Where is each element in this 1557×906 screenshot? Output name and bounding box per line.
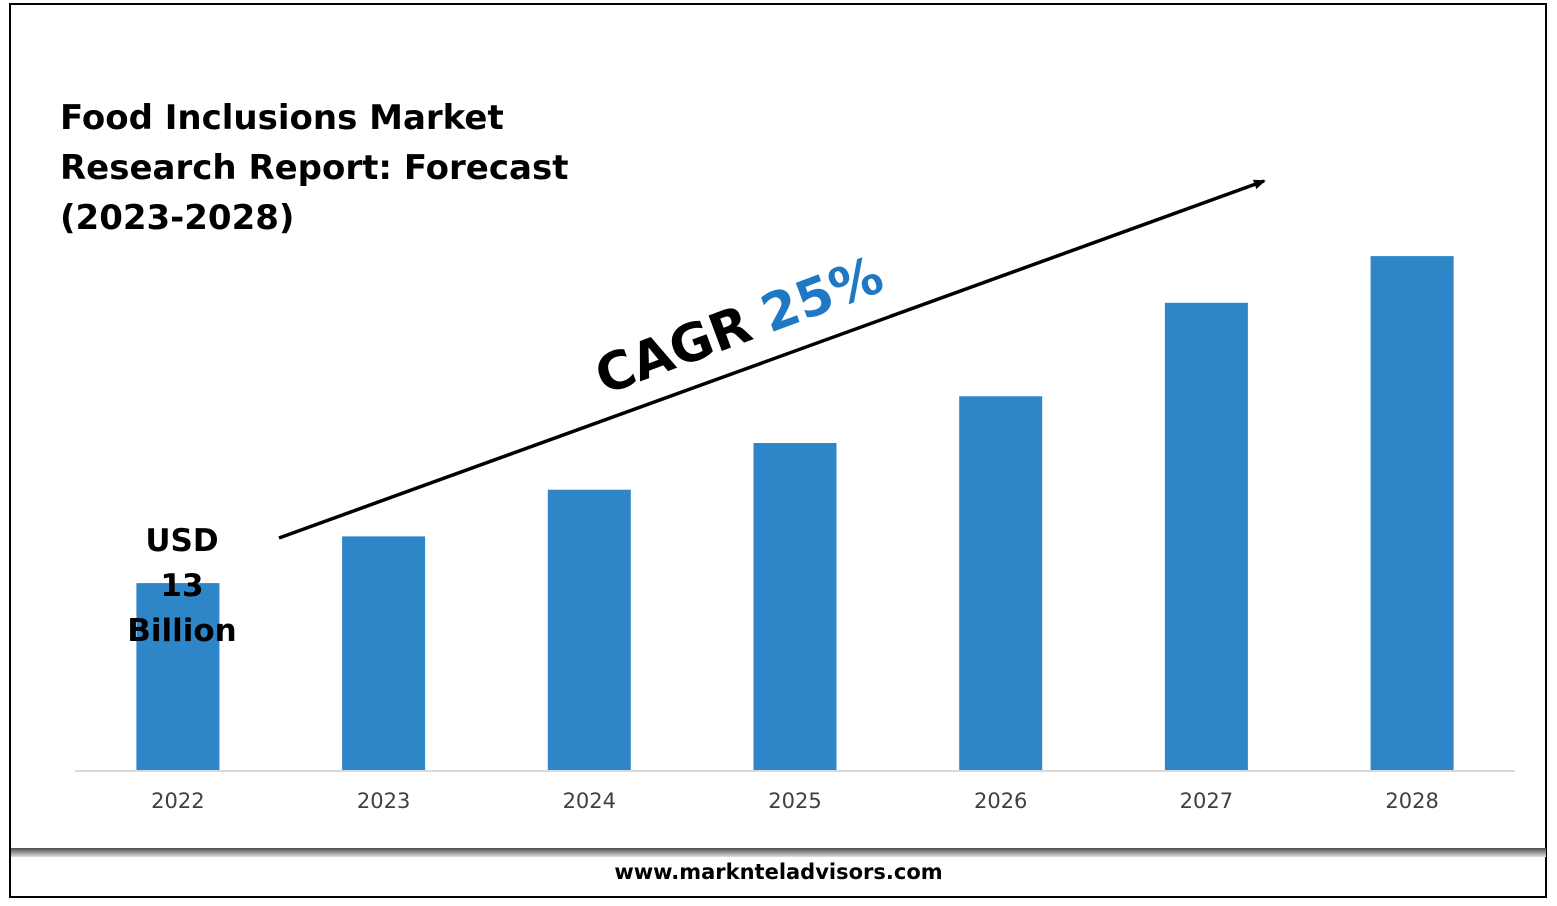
cagr-prefix: CAGR: [588, 295, 760, 408]
footer-band: [11, 848, 1546, 857]
growth-arrow: [278, 179, 1266, 540]
x-tick-label-2024: 2024: [563, 789, 616, 813]
bar-2023: [342, 536, 426, 770]
bar-2022: [136, 583, 220, 770]
bar-2026: [959, 396, 1043, 771]
x-axis-tick-labels: 2022 2023 2024 2025 2026 2027 2028: [151, 789, 1439, 813]
cagr-annotation: CAGR25%: [588, 245, 892, 407]
x-tick-label-2022: 2022: [151, 789, 204, 813]
start-label-line-1: USD: [145, 523, 218, 559]
x-tick-label-2023: 2023: [357, 789, 410, 813]
bar-2027: [1164, 302, 1248, 770]
bar-2025: [753, 443, 837, 770]
start-label-line-2: 13: [160, 568, 203, 604]
start-label-line-3: Billion: [127, 613, 237, 649]
cagr-value: 25%: [753, 245, 891, 345]
footer-url: www.marknteladvisors.com: [614, 860, 943, 884]
x-tick-label-2027: 2027: [1180, 789, 1233, 813]
x-tick-label-2026: 2026: [974, 789, 1027, 813]
chart-title-line-3: (2023-2028): [60, 198, 294, 238]
start-value-label: USD 13 Billion: [127, 523, 237, 649]
bar-2024: [547, 489, 631, 770]
x-tick-label-2028: 2028: [1385, 789, 1438, 813]
chart-title: Food Inclusions Market Research Report: …: [60, 98, 568, 238]
x-tick-label-2025: 2025: [768, 789, 821, 813]
bar-2028: [1370, 256, 1454, 771]
chart-title-line-1: Food Inclusions Market: [60, 98, 504, 138]
bars-group: [136, 256, 1454, 771]
chart-title-line-2: Research Report: Forecast: [60, 148, 568, 188]
